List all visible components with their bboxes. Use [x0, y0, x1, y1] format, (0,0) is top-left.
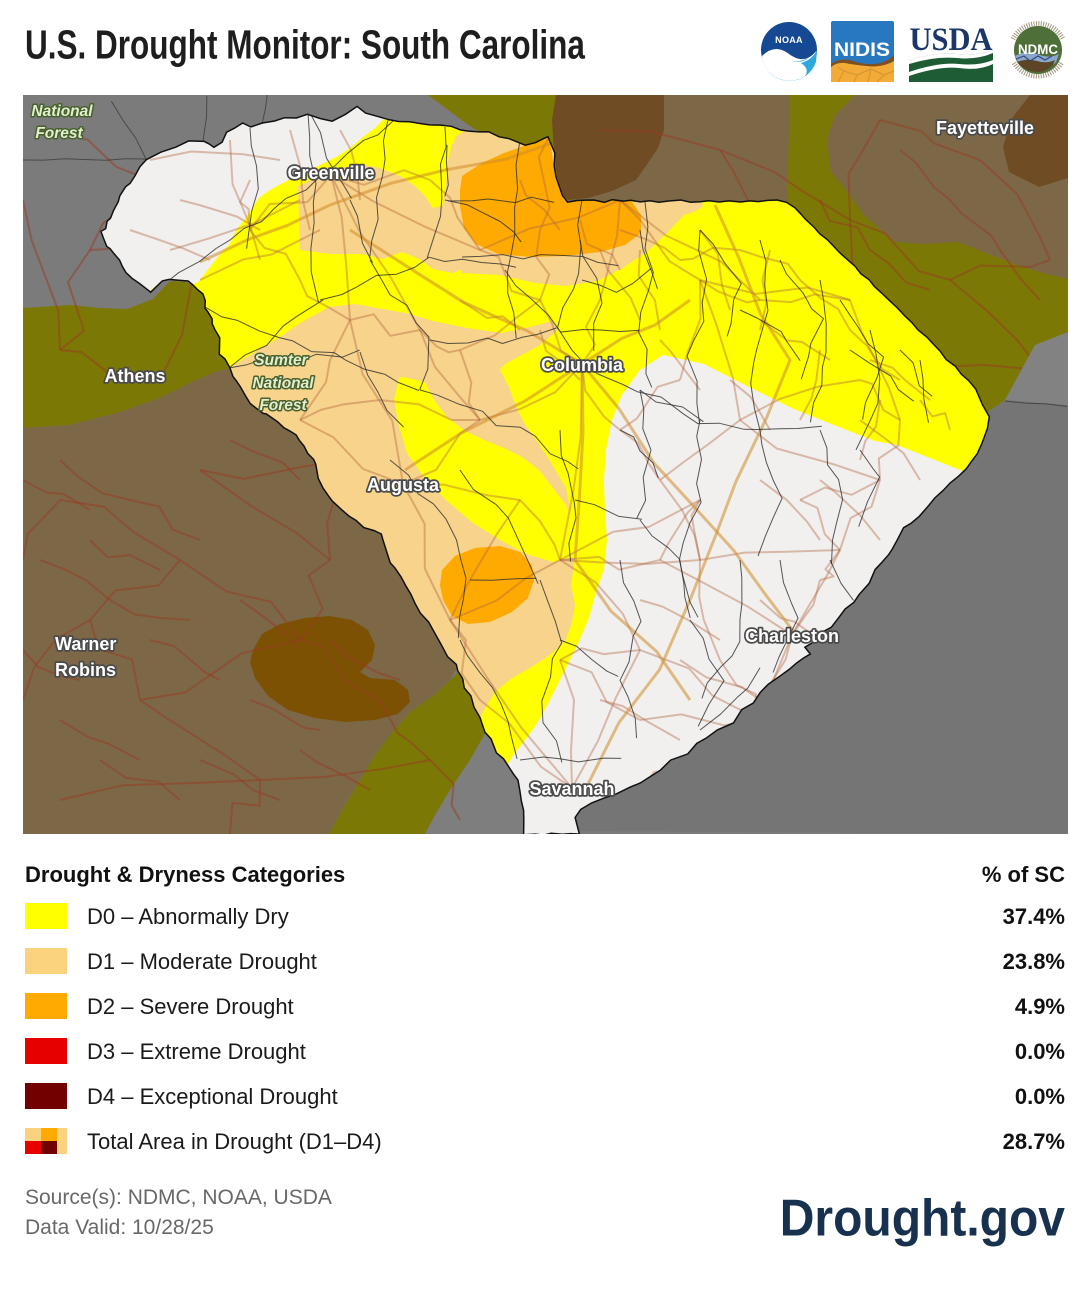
- svg-text:Sumter: Sumter: [254, 352, 308, 369]
- svg-text:Augusta: Augusta: [367, 475, 440, 495]
- svg-text:NOAA: NOAA: [775, 35, 803, 45]
- svg-text:NIDIS: NIDIS: [834, 40, 890, 61]
- svg-text:Savannah: Savannah: [529, 779, 614, 799]
- svg-text:Forest: Forest: [259, 397, 307, 414]
- svg-text:Fayetteville: Fayetteville: [936, 118, 1034, 138]
- svg-text:Greenville: Greenville: [287, 163, 374, 183]
- svg-text:Charleston: Charleston: [745, 626, 839, 646]
- svg-text:NDMC: NDMC: [1018, 41, 1058, 57]
- svg-text:USDA: USDA: [910, 22, 993, 58]
- svg-text:National: National: [31, 103, 93, 120]
- svg-text:Columbia: Columbia: [541, 355, 624, 375]
- svg-text:Robins: Robins: [55, 660, 116, 680]
- svg-text:Warner: Warner: [55, 634, 116, 654]
- svg-text:Athens: Athens: [104, 366, 165, 386]
- svg-text:Forest: Forest: [35, 125, 83, 142]
- svg-text:National: National: [252, 375, 314, 392]
